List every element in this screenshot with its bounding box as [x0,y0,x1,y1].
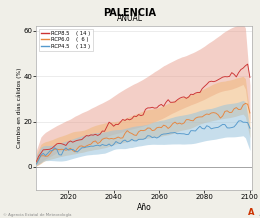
Text: ANUAL: ANUAL [117,14,143,23]
Text: PALENCIA: PALENCIA [103,8,157,18]
Text: © Agencia Estatal de Meteorología: © Agencia Estatal de Meteorología [3,213,71,217]
Y-axis label: Cambio en días cálidos (%): Cambio en días cálidos (%) [16,68,22,148]
Text: A: A [248,208,255,217]
X-axis label: Año: Año [137,203,152,212]
Text: Emet: Emet [255,211,260,217]
Legend: RCP8.5    ( 14 ), RCP6.0    (  6 ), RCP4.5    ( 13 ): RCP8.5 ( 14 ), RCP6.0 ( 6 ), RCP4.5 ( 13… [39,29,93,51]
